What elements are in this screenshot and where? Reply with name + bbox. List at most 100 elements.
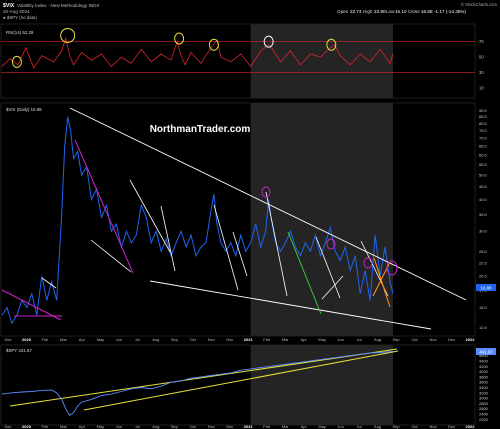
- x-tick: Nov: [429, 337, 436, 342]
- x-tick: Jul: [135, 424, 140, 429]
- spy-y-tick: 2600: [479, 406, 489, 411]
- spy-lower-channel: [83, 350, 399, 411]
- x-tick: Feb: [42, 337, 50, 342]
- wedge-line-e: [232, 231, 248, 277]
- spy-y-tick: 2400: [479, 412, 489, 417]
- open-label: Open: [337, 9, 349, 14]
- low-value: 15.10: [395, 9, 407, 14]
- x-tick: Sep: [171, 424, 179, 429]
- wedge-line-2020: [41, 277, 57, 289]
- spy-last-value-tag: [476, 348, 496, 355]
- x-tick: 2021: [244, 424, 254, 429]
- spy-y-tick: 3400: [479, 385, 489, 390]
- x-tick: 2021: [244, 337, 254, 342]
- vix-x-axis: Dec 2020 Feb Mar Apr May Jun Jul Aug Sep Oct Nov Dec…: [4, 337, 475, 342]
- vix-y-tick: 90.0: [479, 108, 488, 113]
- vix-y-axis: 90.085.0 80.0 75.0 70.0 65.0 60.0 55.0 50.0 45.0…: [479, 108, 488, 330]
- spy-panel: $SPY 441.67 4800460044004200400038003600…: [0, 344, 496, 429]
- spy-y-tick: 3200: [479, 390, 489, 395]
- vix-series-line: [1, 116, 394, 325]
- rsi-peak-circle: [174, 32, 185, 45]
- x-tick: Jun: [116, 337, 122, 342]
- x-tick: Nov: [429, 424, 436, 429]
- high-value: 23.90: [374, 9, 386, 14]
- magenta-circle-a: [261, 186, 271, 198]
- spy-y-tick: 3600: [479, 380, 489, 385]
- vix-y-tick: 12.5: [479, 325, 488, 330]
- x-tick: Sep: [171, 337, 179, 342]
- x-tick: 2022: [466, 337, 476, 342]
- x-tick: Sep: [393, 424, 401, 429]
- vix-y-tick: 50.0: [479, 173, 488, 178]
- spy-legend: $SPY 441.67: [6, 348, 32, 353]
- x-tick: 2022: [466, 424, 476, 429]
- lower-trendline: [149, 280, 432, 330]
- x-tick: Apr: [79, 337, 86, 342]
- header-date: 20-Aug-2024: [3, 9, 30, 14]
- x-tick: May: [97, 337, 105, 342]
- x-tick: Feb: [263, 424, 271, 429]
- magenta-trendline-2020: [1, 289, 62, 321]
- spy-y-tick: 4000: [479, 369, 489, 374]
- spy-y-tick: 3000: [479, 396, 489, 401]
- vix-y-tick: 85.0: [479, 114, 488, 119]
- high-label: High: [363, 9, 373, 14]
- wedge-line-f: [265, 191, 288, 297]
- rsi-circled-peaks: [11, 27, 337, 68]
- wedge-line-c: [160, 205, 176, 272]
- x-tick: Apr: [79, 424, 86, 429]
- spy-last-value: 441.67: [479, 350, 493, 355]
- x-tick: Oct: [411, 337, 418, 342]
- header-subnote: ● $SPY (no data): [3, 15, 37, 20]
- x-tick: Jul: [357, 424, 362, 429]
- green-trendline: [287, 231, 322, 315]
- vix-y-tick: 75.0: [479, 128, 488, 133]
- x-tick: Jul: [135, 337, 140, 342]
- x-tick: Apr: [301, 424, 308, 429]
- wedge-line-h: [321, 275, 344, 300]
- rsi-peak-circle: [263, 35, 274, 48]
- wedge-line-b: [129, 179, 171, 253]
- x-tick: May: [97, 424, 105, 429]
- rsi-panel: RSI(14) 52.29 70 50 30 10: [0, 23, 484, 99]
- x-tick: Oct: [190, 337, 197, 342]
- magenta-decline-line: [74, 139, 134, 274]
- vix-highlight-region: [250, 103, 393, 336]
- x-tick: Dec: [448, 424, 455, 429]
- spy-y-tick: 3800: [479, 374, 489, 379]
- vix-y-tick: 30.0: [479, 229, 488, 234]
- vix-y-tick: 65.0: [479, 144, 488, 149]
- rsi-y-tick: 10: [479, 86, 484, 91]
- x-tick: Dec: [226, 337, 233, 342]
- x-tick: Sep: [393, 337, 401, 342]
- vix-y-tick: 40.0: [479, 197, 488, 202]
- x-tick: Jul: [357, 337, 362, 342]
- change-value: -1.17 (-14.35%): [434, 9, 466, 14]
- x-tick: Mar: [60, 337, 68, 342]
- header-description: Volatility Index - New Methodology INDX: [17, 3, 99, 8]
- vix-panel: $VIX (Daily) 16.88 NorthmanTrader.com 90…: [0, 102, 496, 342]
- x-tick: Dec: [4, 424, 11, 429]
- x-tick: Aug: [152, 337, 159, 342]
- vix-y-tick: 45.0: [479, 184, 488, 189]
- x-tick: Mar: [282, 424, 290, 429]
- open-value: 22.74: [350, 9, 362, 14]
- wedge-line-g: [315, 236, 341, 299]
- x-tick: Dec: [226, 424, 233, 429]
- low-label: Low: [386, 9, 395, 14]
- spy-y-tick: 4600: [479, 353, 489, 358]
- watermark: NorthmanTrader.com: [150, 124, 251, 135]
- vix-legend: $VIX (Daily) 16.88: [6, 107, 42, 112]
- x-tick: Aug: [374, 337, 381, 342]
- x-tick: Feb: [263, 337, 271, 342]
- magenta-circle-c: [363, 257, 373, 269]
- vix-y-tick: 60.0: [479, 153, 488, 158]
- vix-y-tick: 25.0: [479, 249, 488, 254]
- x-tick: Mar: [282, 337, 290, 342]
- spy-y-axis: 4800460044004200400038003600340032003000…: [479, 348, 489, 422]
- close-label: Close: [408, 9, 420, 14]
- vix-y-tick: 70.0: [479, 136, 488, 141]
- spy-highlight-region: [250, 345, 393, 425]
- x-tick: 2020: [22, 424, 32, 429]
